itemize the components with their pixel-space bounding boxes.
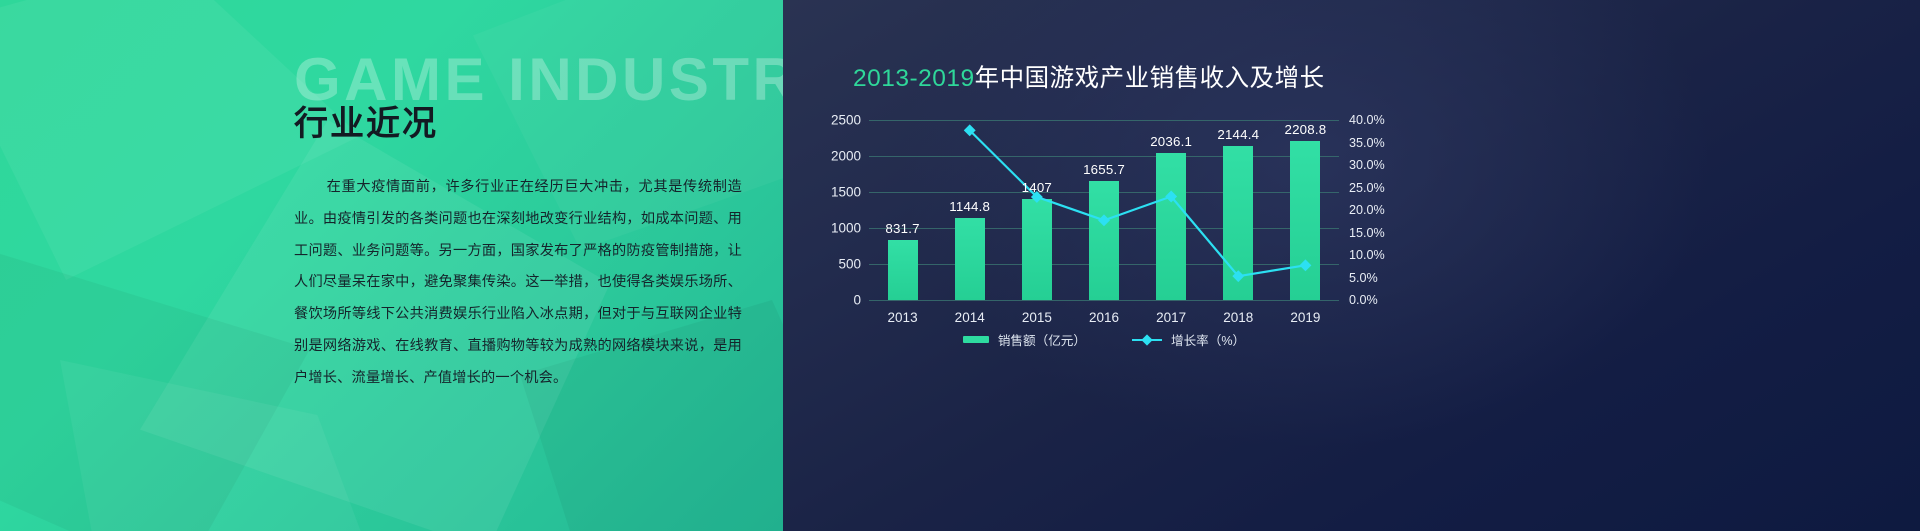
left-axis-tick-label: 0 [853,292,861,308]
bar[interactable] [1290,140,1321,300]
right-axis-tick-label: 10.0% [1349,248,1385,262]
bar-value-label: 1144.8 [949,198,991,214]
right-axis-tick-label: 35.0% [1349,135,1385,150]
bar-value-label: 1655.7 [1083,161,1125,177]
bar[interactable] [1089,180,1119,300]
right-axis-tick-label: 0.0% [1349,293,1378,307]
right-axis-tick-label: 5.0% [1349,270,1378,285]
legend-item-sales[interactable]: 销售额（亿元） [962,330,1086,349]
body-paragraph: 在重大疫情面前，许多行业正在经历巨大冲击，尤其是传统制造业。由疫情引发的各类问题… [294,179,742,386]
x-axis-tick-label: 2016 [1088,310,1120,325]
x-axis-tick-label: 2013 [887,310,918,325]
chart-panel: 2013-2019年中国游戏产业销售收入及增长 0 500 1000 1500 2000… [783,0,1920,531]
bar-swatch-icon [962,336,989,343]
line-data-point[interactable] [1299,259,1312,272]
right-axis-tick-label: 25.0% [1349,180,1385,195]
bar[interactable] [887,240,918,300]
watermark-text: GAME INDUSTRY [294,46,783,113]
bar-value-label: 831.7 [885,221,920,237]
left-axis-tick-label: 2500 [830,112,861,128]
bar[interactable] [954,217,985,300]
growth-line-series [963,124,1312,283]
line-data-point[interactable] [1098,214,1110,227]
growth-line-path [968,129,1306,278]
x-axis-tick-label: 2019 [1290,310,1321,325]
left-content-panel: GAME INDUSTRY 行业近况 在重大疫情面前，许多行业正在经历巨大冲击，… [0,0,783,531]
x-axis-tick-label: 2015 [1021,310,1052,325]
bar-value-label: 2036.1 [1150,134,1193,150]
bar[interactable] [1156,153,1187,300]
right-axis-tick-label: 20.0% [1349,203,1385,217]
left-axis-tick-label: 500 [838,256,861,272]
right-axis-tick-label: 30.0% [1349,158,1385,172]
right-axis-tick-label: 15.0% [1349,225,1385,240]
legend-item-growth[interactable]: 增长率（%） [1131,330,1246,349]
right-axis-tick-label: 40.0% [1349,113,1385,127]
bar-value-label: 2144.4 [1217,126,1260,142]
x-axis-tick-label: 2014 [954,310,985,325]
legend-label-sales: 销售额（亿元） [997,334,1086,348]
gridline [869,156,1339,157]
chart-plot-area: 0 500 1000 1500 2000 2500 0.0% 5.0% 10.0% 15.0% 2… [831,113,1385,326]
chart-title-plain: 年中国游戏产业销售收入及增长 [974,65,1325,92]
bar-value-label: 1407 [1021,179,1053,195]
chart-title-accent: 2013-2019 [853,65,975,92]
left-axis-tick-label: 2000 [830,148,861,164]
left-axis-tick-label: 1500 [830,184,861,200]
x-axis-tick-label: 2017 [1156,310,1187,325]
gridline [869,300,1339,301]
line-marker-icon [1131,335,1162,345]
bar-value-label: 2208.8 [1284,121,1327,137]
chart-title: 2013-2019年中国游戏产业销售收入及增长 [853,59,1325,94]
chart-legend: 销售额（亿元） 增长率（%） [869,330,1339,349]
legend-label-growth: 增长率（%） [1170,334,1246,348]
page-title: 行业近况 [294,105,438,143]
left-axis-tick-label: 1000 [830,220,861,236]
x-axis-tick-label: 2018 [1223,310,1254,325]
bar[interactable] [1021,198,1052,300]
gridline [869,120,1339,121]
